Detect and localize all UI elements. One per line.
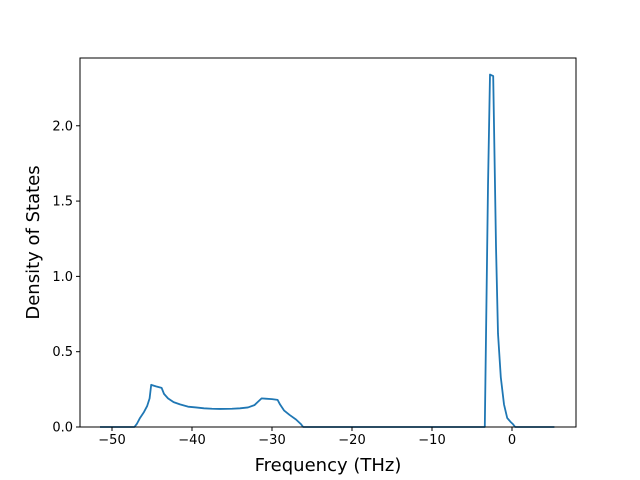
- x-tick-label: −50: [98, 433, 125, 448]
- x-axis-title: Frequency (THz): [255, 455, 402, 476]
- y-axis-ticks: 0.0 0.5 1.0 1.5 2.0: [52, 119, 80, 436]
- y-tick-label: 1.0: [52, 270, 73, 285]
- axes-frame: [79, 57, 577, 428]
- x-axis-ticks: −50 −40 −30 −20 −10 0: [98, 427, 516, 448]
- y-tick-label: 1.5: [52, 195, 73, 210]
- y-tick-label: 0.0: [52, 421, 73, 436]
- plot-area: [100, 73, 555, 428]
- x-tick-label: −10: [418, 433, 445, 448]
- x-tick-label: −20: [338, 433, 365, 448]
- y-tick-label: 0.5: [52, 345, 73, 360]
- x-tick-label: −30: [258, 433, 285, 448]
- y-axis-title: Density of States: [23, 165, 44, 319]
- x-tick-label: −40: [178, 433, 205, 448]
- dos-line-0: [100, 73, 555, 428]
- y-tick-label: 2.0: [52, 119, 73, 134]
- x-tick-label: 0: [508, 433, 516, 448]
